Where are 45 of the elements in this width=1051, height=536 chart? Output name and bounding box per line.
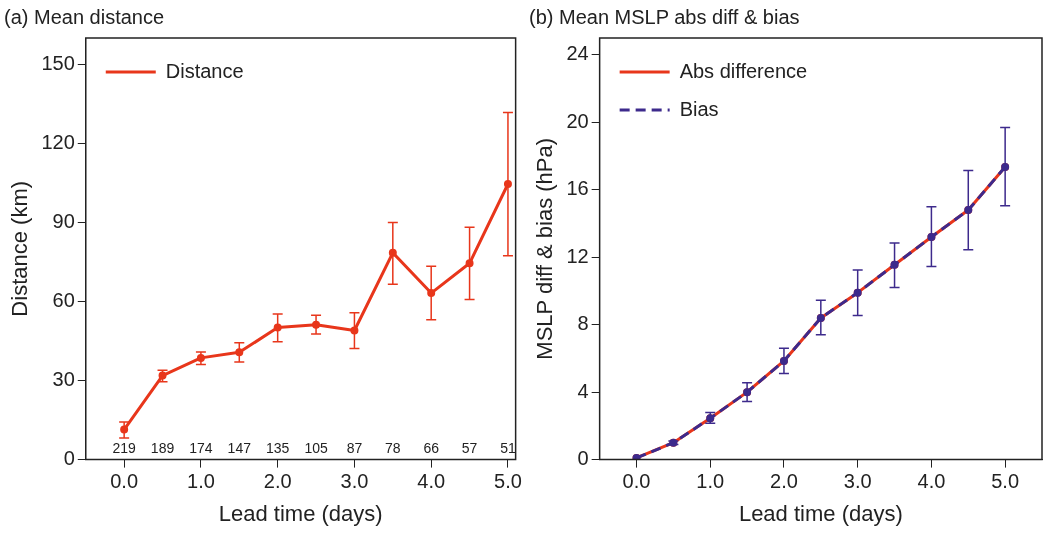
x-tick-label: 1.0 (187, 470, 215, 493)
x-tick-label: 2.0 (263, 470, 292, 493)
y-tick-label: 16 (566, 177, 589, 200)
y-tick-label: 4 (577, 379, 589, 402)
y-tick-label: 150 (41, 51, 75, 74)
y-tick-label: 30 (52, 368, 75, 391)
chart-title: (b) Mean MSLP abs diff & bias (529, 5, 800, 28)
y-tick-label: 0 (577, 447, 589, 470)
x-tick-label: 5.0 (494, 470, 522, 493)
x-tick-label: 2.0 (770, 470, 798, 493)
x-tick-label: 0.0 (622, 470, 651, 493)
annotation: 189 (150, 440, 175, 457)
legend-label: Abs difference (679, 59, 808, 82)
y-tick-label: 20 (566, 109, 589, 132)
x-tick-label: 0.0 (110, 470, 139, 493)
annotation: 174 (189, 440, 213, 457)
annotation: 87 (346, 440, 363, 457)
annotation: 219 (112, 440, 137, 457)
annotation: 51 (500, 440, 516, 457)
y-tick-label: 0 (63, 447, 75, 470)
x-tick-label: 1.0 (696, 470, 725, 493)
y-axis-title: Distance (km) (7, 180, 33, 317)
y-tick-label: 8 (577, 312, 589, 335)
y-tick-label: 120 (41, 130, 75, 153)
annotation: 105 (304, 440, 328, 457)
x-tick-label: 3.0 (843, 470, 872, 493)
x-axis-title: Lead time (days) (738, 500, 903, 526)
x-axis-title: Lead time (days) (218, 500, 383, 526)
y-tick-label: 90 (52, 209, 75, 232)
chart-title: (a) Mean distance (4, 5, 165, 28)
x-tick-label: 4.0 (917, 470, 946, 493)
y-axis-title: MSLP diff & bias (hPa) (532, 137, 558, 360)
legend-label: Distance (165, 59, 244, 82)
x-tick-label: 5.0 (991, 470, 1020, 493)
x-tick-label: 4.0 (417, 470, 446, 493)
y-tick-label: 60 (52, 289, 75, 312)
y-tick-label: 24 (566, 42, 589, 65)
x-tick-label: 3.0 (340, 470, 369, 493)
annotation: 57 (461, 440, 478, 457)
annotation: 147 (227, 440, 252, 457)
legend-label: Bias (679, 97, 719, 120)
annotation: 66 (423, 440, 440, 457)
annotation: 135 (265, 440, 290, 457)
annotation: 78 (385, 440, 401, 457)
y-tick-label: 12 (566, 244, 589, 267)
